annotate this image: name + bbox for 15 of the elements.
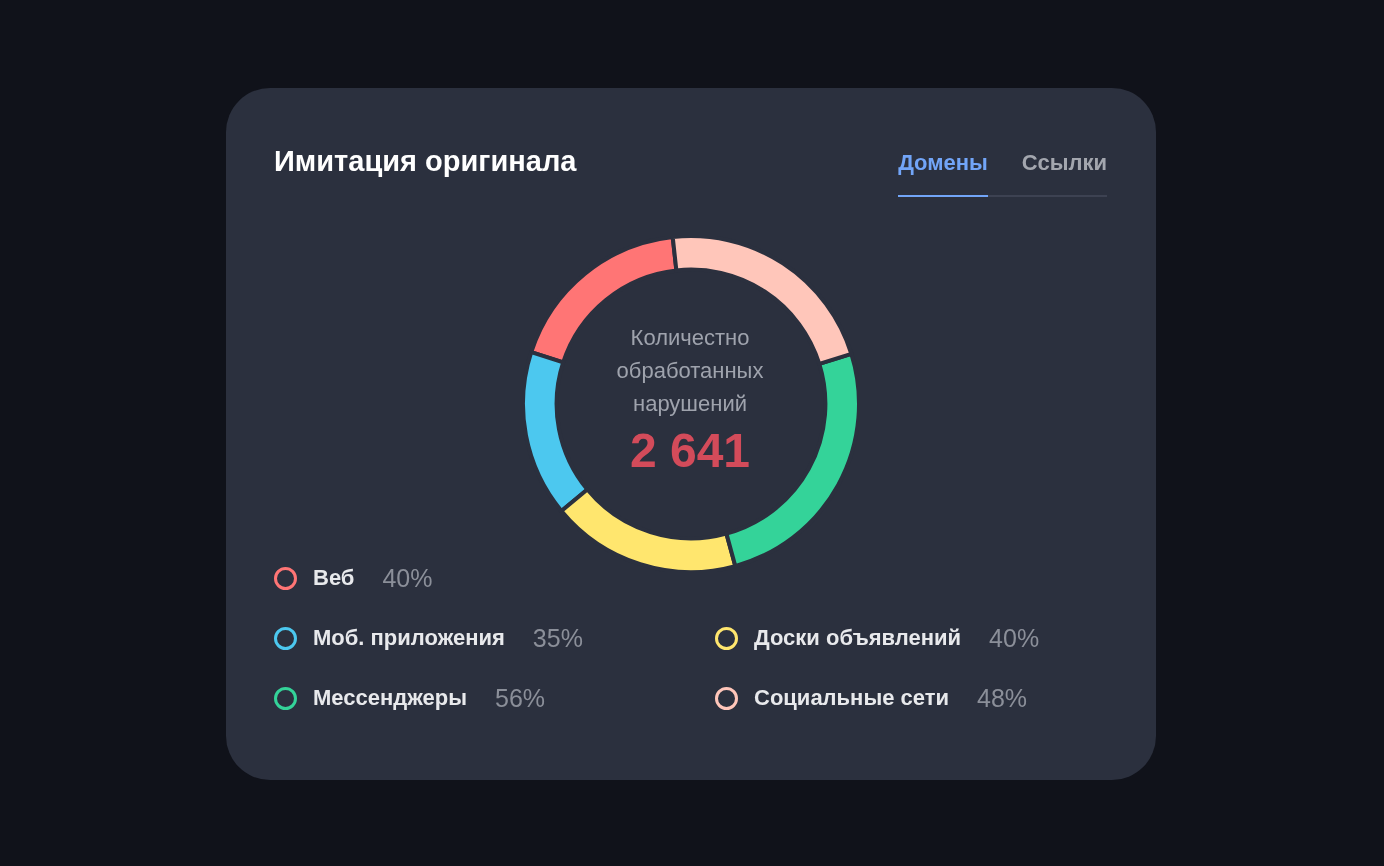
legend-label: Веб bbox=[313, 565, 355, 591]
text: Ссылки bbox=[1021, 149, 1107, 177]
data-label: 48% bbox=[977, 683, 1028, 713]
legend-label: Социальные сети bbox=[754, 685, 950, 711]
text: Домены bbox=[898, 149, 988, 197]
data-label: 40% bbox=[382, 563, 433, 593]
text: 2 641 bbox=[628, 423, 752, 479]
legend-label: Доски объявлений bbox=[754, 625, 962, 651]
data-label: 56% bbox=[495, 683, 546, 713]
legend-label: Мессенджеры bbox=[313, 685, 467, 711]
chart-title: Имитация оригинала bbox=[274, 144, 577, 179]
text: Количестно обработанных нарушений bbox=[615, 324, 765, 418]
data-label: 40% bbox=[989, 623, 1040, 653]
data-label: 35% bbox=[532, 623, 583, 653]
legend-label: Моб. приложения bbox=[313, 625, 505, 651]
